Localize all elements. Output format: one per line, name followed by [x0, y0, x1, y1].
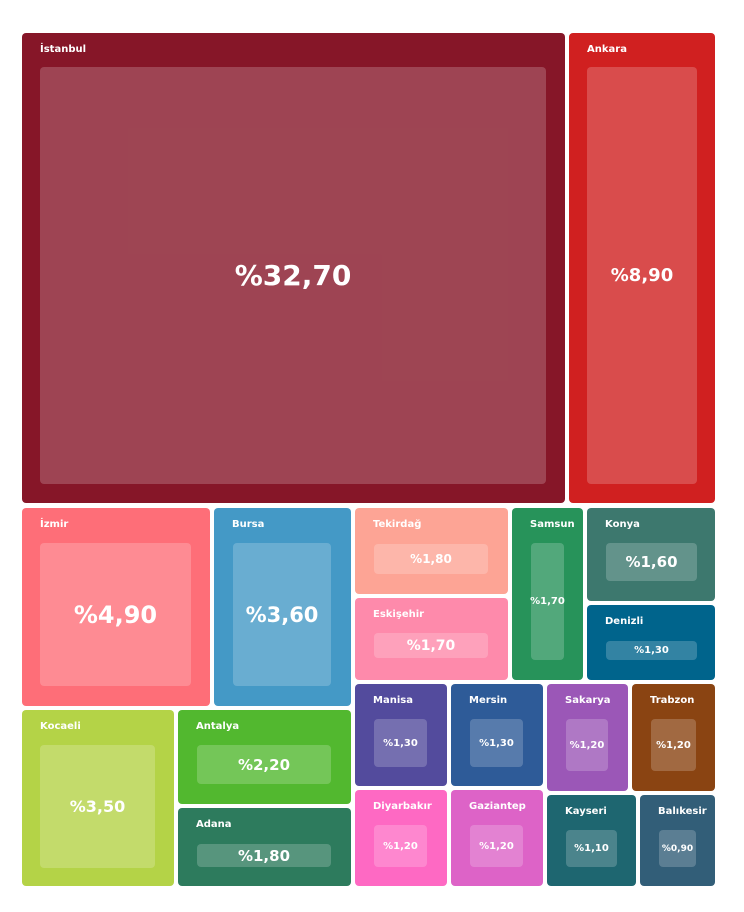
- treemap-tile-eskisehir: Eskişehir %1,70: [355, 598, 508, 680]
- treemap-tile-istanbul: İstanbul %32,70: [22, 33, 565, 503]
- treemap-tile-label: Konya: [605, 519, 640, 530]
- treemap-tile-denizli: Denizli %1,30: [587, 605, 715, 680]
- treemap-tile-value: %32,70: [234, 259, 352, 292]
- treemap-tile-label: Eskişehir: [373, 609, 425, 620]
- treemap-tile-value: %8,90: [610, 265, 674, 286]
- treemap-tile-value-box: %1,30: [374, 719, 427, 767]
- treemap-tile-value: %1,70: [406, 637, 456, 654]
- treemap-tile-label: Balıkesir: [658, 806, 707, 817]
- treemap-tile-value: %1,70: [530, 596, 565, 607]
- treemap-tile-ankara: Ankara %8,90: [569, 33, 715, 503]
- treemap-tile-label: Bursa: [232, 519, 265, 530]
- treemap-tile-value: %0,90: [661, 843, 694, 854]
- treemap-tile-label: Diyarbakır: [373, 801, 432, 812]
- treemap-tile-label: Mersin: [469, 695, 508, 706]
- treemap-tile-antalya: Antalya %2,20: [178, 710, 351, 804]
- treemap-tile-value-box: %2,20: [197, 745, 331, 784]
- treemap-tile-kayseri: Kayseri %1,10: [547, 795, 636, 886]
- treemap-tile-value-box: %1,20: [651, 719, 696, 771]
- treemap-tile-value-box: %1,20: [374, 825, 427, 867]
- treemap-tile-value-box: %1,10: [566, 830, 617, 867]
- treemap-tile-diyarbakir: Diyarbakır %1,20: [355, 790, 447, 886]
- treemap-tile-sakarya: Sakarya %1,20: [547, 684, 628, 791]
- treemap-tile-balikesir: Balıkesir %0,90: [640, 795, 715, 886]
- treemap-tile-adana: Adana %1,80: [178, 808, 351, 886]
- treemap-tile-value: %1,20: [656, 739, 691, 751]
- treemap-tile-konya: Konya %1,60: [587, 508, 715, 601]
- treemap-tile-label: Sakarya: [565, 695, 611, 706]
- treemap-tile-label: Kocaeli: [40, 721, 81, 732]
- treemap-tile-label: Kayseri: [565, 806, 607, 817]
- treemap-tile-gaziantep: Gaziantep %1,20: [451, 790, 543, 886]
- treemap-tile-value-box: %1,80: [197, 844, 331, 867]
- treemap-tile-kocaeli: Kocaeli %3,50: [22, 710, 174, 886]
- treemap-tile-value: %1,80: [237, 846, 291, 865]
- treemap-tile-bursa: Bursa %3,60: [214, 508, 351, 706]
- treemap-tile-label: Ankara: [587, 44, 627, 55]
- treemap-tile-value: %1,10: [574, 843, 609, 854]
- treemap-tile-value-box: %1,30: [606, 641, 697, 660]
- treemap-tile-izmir: İzmir %4,90: [22, 508, 210, 706]
- treemap-tile-label: Denizli: [605, 616, 644, 627]
- treemap-tile-label: Tekirdağ: [373, 519, 422, 530]
- treemap-tile-samsun: Samsun %1,70: [512, 508, 583, 680]
- treemap-tile-value-box: %1,70: [374, 633, 488, 658]
- treemap-tile-value: %1,30: [634, 645, 669, 656]
- treemap-tile-value: %3,60: [245, 602, 319, 627]
- treemap-tile-label: İzmir: [40, 519, 69, 530]
- treemap-tile-value-box: %1,80: [374, 544, 488, 574]
- treemap-tile-label: Gaziantep: [469, 801, 526, 812]
- treemap-tile-value: %1,80: [410, 552, 452, 566]
- treemap-tile-value: %1,20: [479, 840, 514, 852]
- treemap-tile-label: Samsun: [530, 519, 575, 530]
- treemap-tile-value: %1,30: [479, 737, 514, 749]
- treemap-tile-value-box: %1,70: [530, 543, 565, 660]
- treemap-tile-value: %1,60: [625, 553, 678, 571]
- treemap-tile-value: %1,20: [569, 739, 605, 751]
- treemap-tile-value-box: %1,60: [606, 543, 697, 581]
- treemap-tile-value-box: %1,30: [470, 719, 523, 767]
- treemap-tile-value: %1,30: [383, 737, 418, 749]
- treemap-tile-value-box: %1,20: [566, 719, 608, 771]
- treemap-tile-manisa: Manisa %1,30: [355, 684, 447, 786]
- treemap-tile-label: Manisa: [373, 695, 413, 706]
- treemap-tile-value-box: %3,60: [233, 543, 331, 686]
- treemap-tile-label: İstanbul: [40, 44, 87, 55]
- treemap-tile-value-box: %3,50: [40, 745, 155, 868]
- treemap-tile-label: Antalya: [196, 721, 240, 732]
- treemap-tile-value: %3,50: [69, 797, 126, 816]
- treemap-tile-value: %4,90: [73, 600, 158, 629]
- treemap-tile-value-box: %1,20: [470, 825, 523, 867]
- treemap-tile-mersin: Mersin %1,30: [451, 684, 543, 786]
- treemap-tile-value: %2,20: [237, 755, 291, 774]
- treemap-tile-value-box: %0,90: [659, 830, 696, 867]
- treemap-tile-label: Trabzon: [650, 695, 695, 706]
- treemap-tile-value-box: %4,90: [40, 543, 191, 686]
- treemap-tile-tekirdag: Tekirdağ %1,80: [355, 508, 508, 594]
- treemap-tile-value-box: %8,90: [587, 67, 697, 484]
- treemap-tile-trabzon: Trabzon %1,20: [632, 684, 715, 791]
- treemap-tile-label: Adana: [196, 819, 232, 830]
- treemap-tile-value: %1,20: [383, 840, 418, 852]
- treemap-tile-value-box: %32,70: [40, 67, 546, 484]
